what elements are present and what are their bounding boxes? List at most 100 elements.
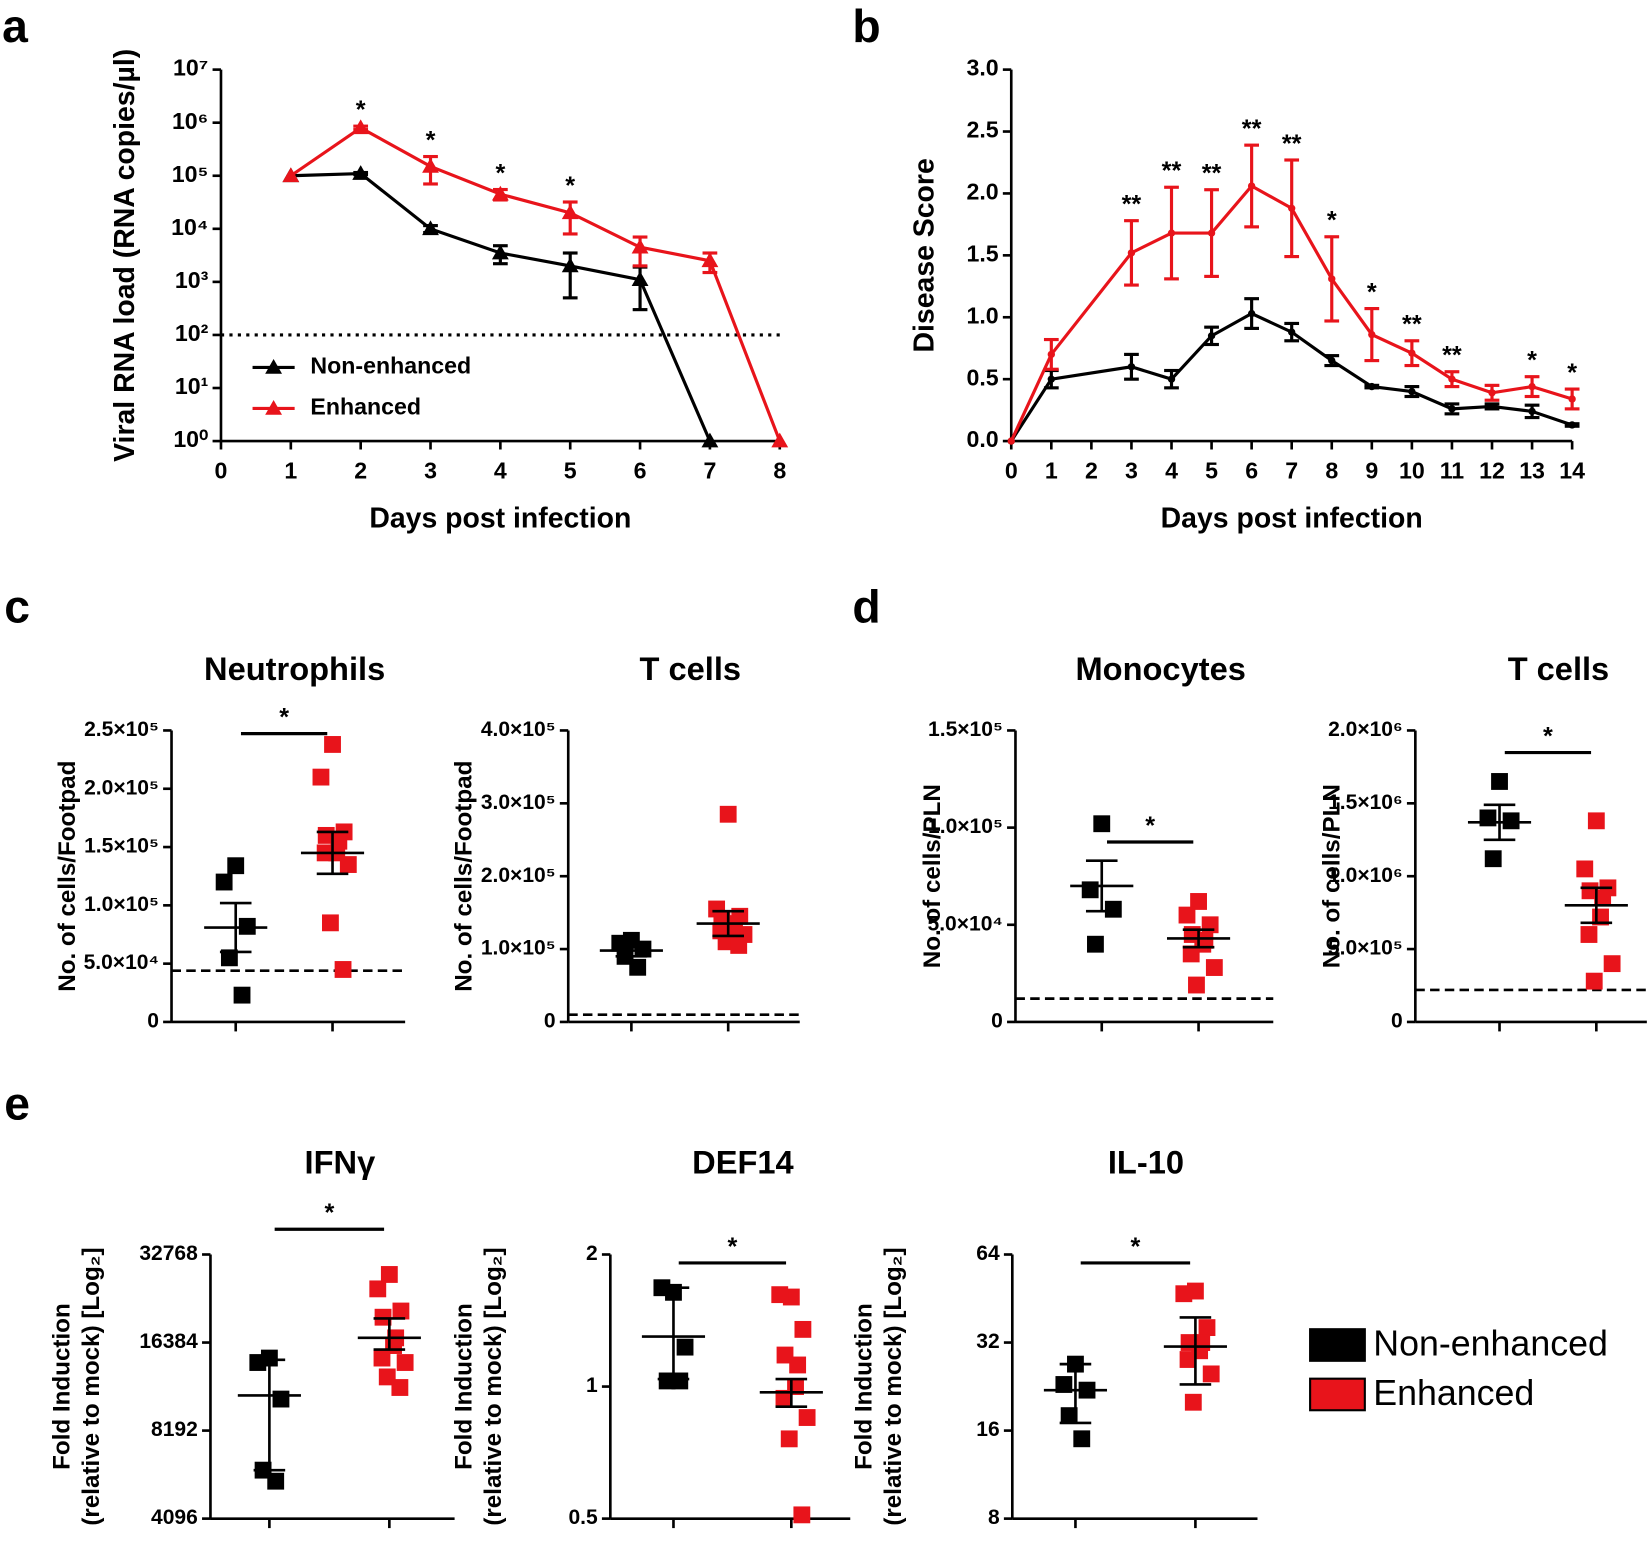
x-tick-label: 8 (1325, 458, 1338, 484)
significance-star: * (426, 126, 436, 154)
x-tick-label: 3 (1125, 458, 1138, 484)
point (391, 1379, 409, 1396)
y-tick-label: 10² (175, 320, 209, 346)
point (1175, 1285, 1193, 1303)
x-tick-label: 10 (1399, 458, 1425, 484)
y-tick-label: 10⁷ (173, 55, 208, 81)
point (227, 857, 245, 875)
point (1368, 330, 1376, 339)
y-tick-label: 1.0×10⁶ (1328, 864, 1403, 887)
point (215, 873, 233, 891)
y-tick-label: 10⁵ (172, 161, 209, 187)
point (611, 934, 629, 952)
x-tick-label: 5 (1205, 458, 1218, 484)
point (719, 805, 737, 823)
point (233, 986, 251, 1004)
y-tick-label: 5.0×10⁵ (1328, 937, 1403, 960)
chart-title: DEF14 (692, 1144, 794, 1181)
y-axis-label: (relative to mock) [Log₂] (78, 1247, 105, 1525)
y-tick-label: 0.5 (966, 364, 998, 390)
significance-star: * (279, 704, 289, 732)
point (1202, 1365, 1220, 1383)
point (334, 961, 352, 978)
x-tick-label: 4 (1165, 458, 1178, 484)
y-axis-label: No. of cells/Footpad (54, 761, 81, 992)
point (771, 432, 789, 448)
significance-star: * (495, 159, 505, 187)
point (1190, 893, 1207, 910)
significance-star: * (727, 1233, 737, 1261)
x-tick-label: 14 (1559, 458, 1585, 484)
significance-star: * (1543, 722, 1553, 750)
point (1587, 812, 1605, 830)
y-tick-label: 2 (586, 1242, 598, 1265)
point (267, 1472, 285, 1490)
point (1073, 1430, 1091, 1448)
x-tick-label: 0 (215, 458, 228, 484)
y-axis-label: (relative to mock) [Log₂] (480, 1247, 507, 1525)
point (629, 958, 647, 976)
point (324, 736, 341, 753)
point (1568, 395, 1576, 403)
point (1528, 407, 1536, 416)
significance-star: ** (1282, 130, 1302, 158)
point (1127, 249, 1136, 257)
point (1247, 182, 1256, 190)
legend-marker (265, 359, 283, 374)
y-tick-label: 10¹ (175, 373, 208, 399)
x-tick-label: 12 (1479, 458, 1505, 484)
point (220, 949, 238, 967)
y-tick-label: 0 (991, 1010, 1003, 1033)
x-tick-label: 9 (1365, 458, 1378, 484)
significance-star: * (356, 96, 366, 124)
y-tick-label: 16384 (139, 1330, 198, 1353)
x-tick-label: 13 (1519, 458, 1545, 484)
point (793, 1506, 811, 1524)
point (1182, 945, 1200, 963)
y-tick-label: 10⁶ (172, 108, 208, 134)
point (1184, 1393, 1202, 1411)
point (794, 1320, 812, 1338)
legend-label: Non-enhanced (1373, 1324, 1608, 1364)
x-tick-label: 11 (1440, 458, 1465, 484)
y-tick-label: 10³ (175, 267, 209, 293)
point (1288, 328, 1296, 336)
y-tick-label: 2.0×10⁵ (481, 864, 556, 887)
point (1104, 900, 1122, 918)
x-tick-label: 3 (424, 458, 437, 484)
series-line (1009, 311, 1573, 442)
point (1087, 935, 1104, 953)
point (1568, 421, 1576, 429)
x-tick-label: 2 (354, 458, 367, 484)
x-tick-label: 6 (1245, 458, 1258, 484)
point (1328, 275, 1336, 283)
y-tick-label: 4096 (151, 1506, 198, 1529)
y-tick-label: 8 (988, 1506, 1000, 1529)
y-tick-label: 0 (544, 1010, 556, 1033)
y-axis-label: No. of cells/PLN (919, 784, 946, 968)
chart-title: T cells (640, 650, 742, 687)
y-tick-label: 2.0×10⁶ (1328, 718, 1403, 741)
point (272, 1390, 290, 1408)
point (1081, 881, 1099, 899)
point (1047, 375, 1056, 383)
point (1188, 976, 1205, 994)
point (1488, 389, 1496, 397)
point (352, 119, 370, 135)
point (380, 1266, 398, 1283)
point (422, 157, 439, 173)
y-axis-label: Fold Induction (49, 1303, 76, 1470)
point (1580, 926, 1598, 943)
significance-star: * (1567, 359, 1577, 387)
point (422, 220, 439, 236)
point (1484, 850, 1502, 868)
point (1179, 1351, 1197, 1368)
y-tick-label: 10⁰ (173, 426, 208, 452)
point (634, 940, 652, 958)
significance-star: * (1327, 207, 1337, 235)
y-axis-label: Disease Score (909, 158, 941, 352)
y-tick-label: 1.0×10⁵ (928, 815, 1003, 838)
y-tick-label: 32 (976, 1330, 999, 1353)
point (1007, 437, 1015, 445)
